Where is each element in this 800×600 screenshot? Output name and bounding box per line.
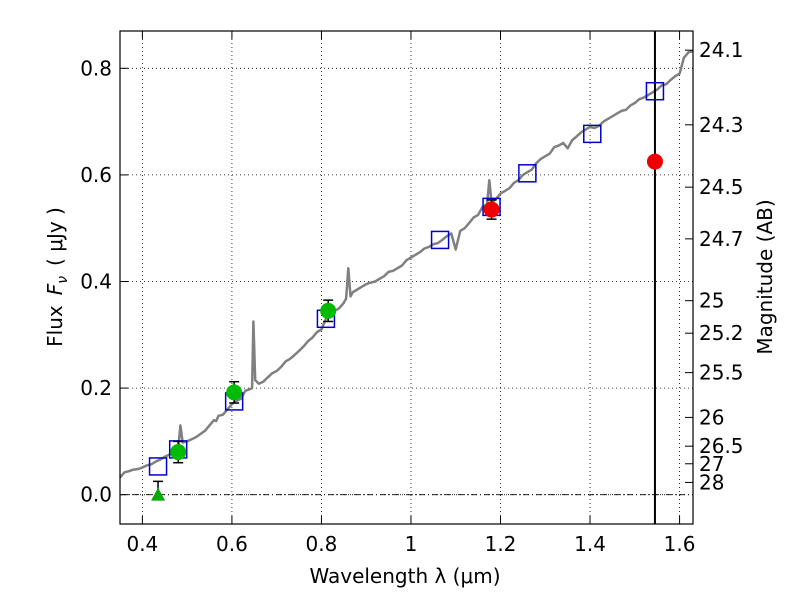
y-axis-label-subscript: ν [55,276,71,284]
model-photometry-square [148,457,168,476]
y-axis-label-symbol: F [43,283,67,295]
spectrum-line [119,50,694,479]
x-axis-ticks: 0.4 0.6 0.8 1 1.2 1.4 1.6 [126,31,695,556]
right-tick-label: 25.5 [699,361,744,385]
y-tick-label: 0.2 [80,376,112,400]
right-tick-label: 24.1 [699,38,744,62]
right-tick-label: 24.7 [699,227,744,251]
upper-limit-triangle [151,487,166,501]
right-tick-label: 25.2 [699,321,744,345]
detection-point [646,153,663,170]
grid-lines [120,31,693,524]
x-tick-label: 1 [405,532,418,556]
right-tick-label: 24.3 [699,113,744,137]
detection-point [483,201,500,218]
y-axis-ticks: 0.0 0.2 0.4 0.6 0.8 [80,56,128,507]
y-axis-label-text: Flux [43,305,67,347]
model-photometry-square [430,230,450,250]
model-photometry-square [583,124,602,144]
y-tick-label: 0.6 [80,163,112,187]
marker-layer [148,31,665,524]
y-tick-label: 0.8 [80,56,112,80]
right-tick-label: 28 [699,470,724,494]
spectrum-layer [119,50,694,479]
detection-point [170,444,187,461]
model-photometry-square [645,81,665,101]
model-photometry-square [518,164,537,183]
y-tick-label: 0.0 [80,483,112,507]
y-tick-label: 0.4 [80,269,112,293]
right-tick-label: 24.5 [699,175,744,199]
x-tick-label: 0.4 [126,532,158,556]
x-tick-label: 1.2 [485,532,517,556]
x-tick-label: 0.6 [216,532,248,556]
right-tick-label: 25 [699,289,724,313]
y-axis-label: Flux Fν ( μJy ) [43,207,71,347]
detection-point [226,384,243,401]
right-tick-label: 26.5 [699,434,744,458]
right-tick-label: 27 [699,452,724,476]
x-axis-label: Wavelength λ (μm) [309,564,500,588]
y-axis-label-unit: ( μJy ) [43,207,67,266]
plot-frame [119,30,694,525]
x-tick-label: 1.6 [664,532,696,556]
x-tick-label: 1.4 [574,532,606,556]
right-tick-label: 26 [699,405,724,429]
x-tick-label: 0.8 [306,532,338,556]
right-axis-label: Magnitude (AB) [753,199,777,354]
detection-point [320,302,337,319]
